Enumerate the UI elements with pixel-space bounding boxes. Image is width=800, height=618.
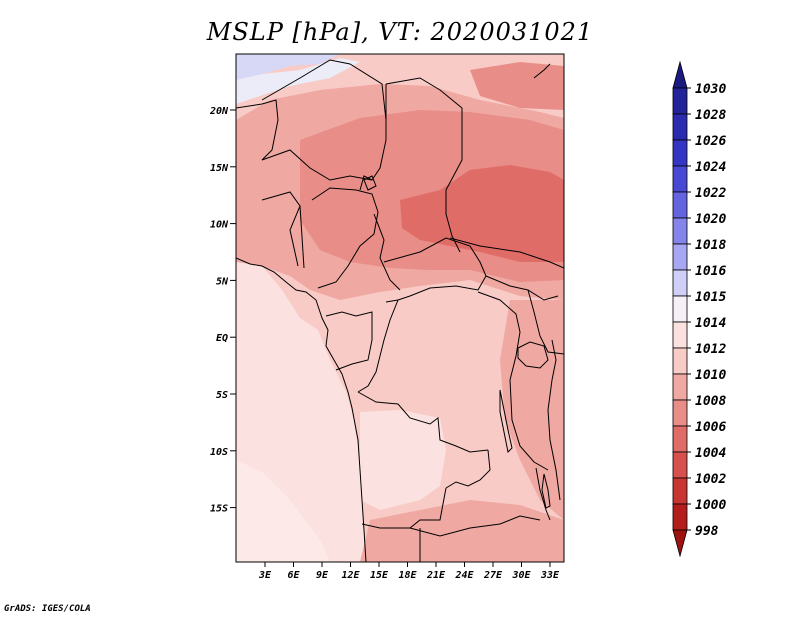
colorbar-swatch bbox=[672, 217, 688, 245]
colorbar-tick-label: 1026 bbox=[695, 134, 726, 149]
colorbar-tick-label: 1018 bbox=[695, 238, 726, 253]
border-sudan-south-sudan bbox=[449, 237, 564, 269]
colorbar-swatch bbox=[672, 165, 688, 193]
colorbar-swatch bbox=[672, 477, 688, 505]
colorbar-tick-label: 1015 bbox=[695, 290, 726, 305]
colorbar-max-arrow bbox=[672, 60, 688, 89]
coastline-west bbox=[236, 257, 367, 562]
colorbar-swatch bbox=[672, 243, 688, 271]
map-frame bbox=[235, 53, 565, 563]
map-title: MSLP [hPa], VT: 2020031021 bbox=[206, 18, 594, 46]
border-libya bbox=[385, 77, 463, 109]
lat-tick-label: 5N bbox=[216, 276, 229, 287]
lake-victoria bbox=[517, 341, 549, 369]
lat-tick-label: EQ bbox=[216, 333, 228, 344]
colorbar-swatch bbox=[672, 425, 688, 453]
lat-tick-label: 20N bbox=[209, 106, 229, 117]
colorbar-tick-label: 998 bbox=[695, 524, 719, 539]
border-car bbox=[383, 237, 487, 303]
colorbar-tick-label: 1004 bbox=[695, 446, 726, 461]
colorbar-swatch bbox=[672, 503, 688, 531]
border-zambia-south bbox=[409, 515, 541, 537]
border-angola-zambia bbox=[361, 487, 447, 529]
colorbar-tick-label: 1014 bbox=[695, 316, 726, 331]
lon-tick-label: 30E bbox=[511, 570, 531, 581]
border-mauritania-mali bbox=[236, 99, 279, 161]
red-sea bbox=[533, 63, 551, 79]
colorbar-swatch bbox=[672, 87, 688, 115]
border-mali-niger-south bbox=[261, 149, 373, 181]
field-1015-corner bbox=[236, 58, 360, 104]
border-nigeria bbox=[311, 187, 379, 289]
colorbar-tick-label: 1008 bbox=[695, 394, 726, 409]
colorbar-swatch bbox=[672, 321, 688, 349]
field-1006-northeast bbox=[470, 62, 564, 110]
lon-tick-label: 15E bbox=[370, 570, 389, 581]
lon-tick-label: 3E bbox=[258, 570, 272, 581]
field-1016-corner bbox=[236, 54, 340, 80]
colorbar-tick-label: 1006 bbox=[695, 420, 726, 435]
lat-tick-label: 10S bbox=[210, 447, 228, 458]
colorbar-tick-label: 1022 bbox=[695, 186, 726, 201]
colorbar: 1030 1028 1026 1024 1022 1020 1018 1016 1015 1014… bbox=[672, 60, 726, 558]
colorbar-swatch bbox=[672, 269, 688, 297]
grads-credit: GrADS: IGES/COLA bbox=[4, 604, 91, 614]
colorbar-tick-label: 1020 bbox=[695, 212, 726, 227]
field-1012-angola bbox=[360, 410, 446, 510]
colorbar-tick-label: 1016 bbox=[695, 264, 726, 279]
lon-tick-label: 18E bbox=[398, 570, 417, 581]
colorbar-swatch bbox=[672, 451, 688, 479]
border-malawi bbox=[535, 467, 551, 521]
colorbar-min-arrow bbox=[672, 529, 688, 558]
latitude-axis: 20N 15N 10N 5N EQ 5S 10S 15S bbox=[209, 106, 236, 515]
border-uganda-kenya bbox=[527, 289, 564, 355]
borders bbox=[236, 59, 564, 562]
border-drc-uganda bbox=[477, 291, 521, 381]
field-1004-core bbox=[400, 165, 564, 262]
border-congo-drc bbox=[357, 299, 399, 393]
lon-tick-label: 24E bbox=[454, 570, 474, 581]
colorbar-tick-label: 1024 bbox=[695, 160, 726, 175]
longitude-axis: 3E 6E 9E 12E 15E 18E 21E 24E 27E 30E 33E bbox=[258, 562, 560, 581]
lon-tick-label: 21E bbox=[426, 570, 446, 581]
colorbar-tick-label: 1030 bbox=[695, 82, 726, 97]
border-drc-zambia bbox=[445, 449, 491, 489]
lake-tanganyika bbox=[499, 389, 513, 454]
lon-tick-label: 33E bbox=[540, 570, 560, 581]
lat-tick-label: 15S bbox=[210, 504, 228, 515]
border-zambia-tanzania bbox=[509, 379, 549, 471]
border-gabon-congo bbox=[325, 311, 373, 371]
lon-tick-label: 6E bbox=[287, 570, 300, 581]
border-ghana-togo bbox=[299, 205, 305, 269]
lake-malawi bbox=[541, 473, 551, 509]
lon-tick-label: 9E bbox=[316, 570, 329, 581]
border-algeria-mali-niger bbox=[261, 59, 387, 121]
lake-chad bbox=[363, 175, 377, 191]
lon-tick-label: 27E bbox=[483, 570, 503, 581]
lon-tick-label: 12E bbox=[341, 570, 360, 581]
colorbar-swatch bbox=[672, 113, 688, 141]
colorbar-tick-label: 1000 bbox=[695, 498, 726, 513]
colorbar-tick-label: 1010 bbox=[695, 368, 726, 383]
field-1014-southwest bbox=[236, 460, 330, 562]
colorbar-swatch bbox=[672, 191, 688, 219]
pressure-field bbox=[236, 54, 564, 562]
lat-tick-label: 15N bbox=[210, 163, 229, 174]
colorbar-tick-label: 1002 bbox=[695, 472, 726, 487]
lat-tick-label: 5S bbox=[216, 390, 228, 401]
colorbar-swatch bbox=[672, 347, 688, 375]
colorbar-swatch bbox=[672, 295, 688, 323]
coast-east bbox=[547, 339, 561, 501]
lat-tick-label: 10N bbox=[210, 220, 229, 231]
colorbar-swatch bbox=[672, 373, 688, 401]
colorbar-tick-label: 1012 bbox=[695, 342, 726, 357]
colorbar-tick-label: 1028 bbox=[695, 108, 726, 123]
border-cameroon-chad bbox=[373, 213, 401, 291]
field-1008-south bbox=[360, 500, 564, 562]
colorbar-swatch bbox=[672, 139, 688, 167]
colorbar-swatch bbox=[672, 399, 688, 427]
border-drc-angola bbox=[357, 391, 489, 453]
